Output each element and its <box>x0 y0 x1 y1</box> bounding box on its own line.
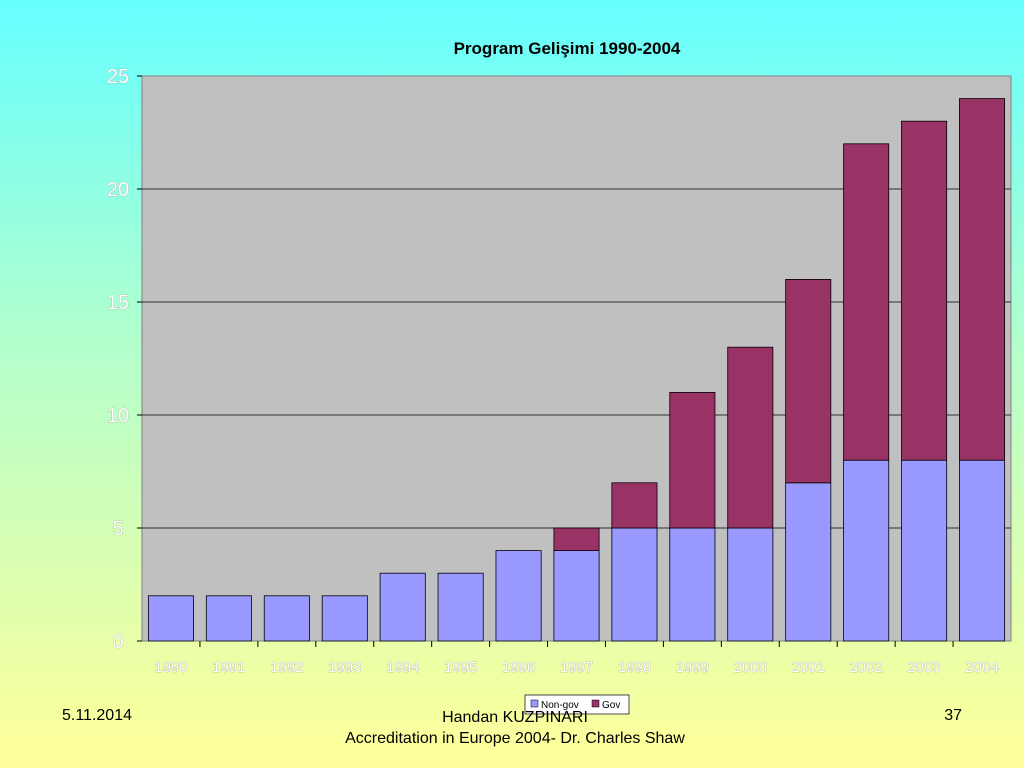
x-tick-label: 2003 <box>907 659 940 676</box>
bar-gov-2001 <box>785 278 832 484</box>
bar-non-gov-2000 <box>727 527 774 642</box>
x-tick-label: 2004 <box>965 659 998 676</box>
bar-gov-1997 <box>553 527 600 552</box>
y-axis: 0 5 10 15 20 25 <box>107 66 142 653</box>
legend: Non-gov Gov <box>524 694 630 715</box>
footer-page-number: 37 <box>944 707 962 724</box>
x-tick-label: 1997 <box>560 659 593 676</box>
bar-gov-1999 <box>669 391 716 529</box>
legend-label-non-gov: Non-gov <box>541 700 579 711</box>
bar-gov-2000 <box>727 346 774 529</box>
bar-non-gov-2004 <box>959 459 1006 642</box>
x-tick-label: 1996 <box>502 659 535 676</box>
bar-gov-1998 <box>611 482 658 529</box>
x-axis: 1990 1991 1992 1993 1994 1995 1996 1997 1998 1999… <box>154 641 999 676</box>
footer-center: Handan KUZPINARI Accreditation in Europe… <box>230 707 800 749</box>
bars <box>147 98 1006 642</box>
bar-non-gov-1996 <box>495 550 542 642</box>
x-tick-label: 1995 <box>444 659 477 676</box>
bar-non-gov-1994 <box>379 572 426 642</box>
x-tick-label: 1998 <box>618 659 651 676</box>
bar-non-gov-1998 <box>611 527 658 642</box>
x-tick-label: 1991 <box>212 659 245 676</box>
bar-gov-2003 <box>901 120 948 461</box>
bar-non-gov-1991 <box>205 595 252 642</box>
y-tick-label: 25 <box>107 66 129 88</box>
footer-author: Handan KUZPINARI <box>442 709 588 726</box>
x-tick-label: 1994 <box>386 659 419 676</box>
bar-non-gov-1997 <box>553 550 600 642</box>
legend-swatch-non-gov <box>530 699 539 708</box>
footer-date: 5.11.2014 <box>62 707 132 724</box>
legend-box <box>524 694 630 715</box>
x-tick-label: 2000 <box>734 659 767 676</box>
x-tick-label: 1999 <box>676 659 709 676</box>
x-tick-label: 2002 <box>849 659 882 676</box>
bar-gov-2002 <box>843 143 890 461</box>
bar-non-gov-2002 <box>843 459 890 642</box>
chart-title: Program Gelişimi 1990-2004 <box>454 39 681 58</box>
y-tick-label: 15 <box>107 292 129 314</box>
bar-non-gov-1995 <box>437 572 484 642</box>
bar-gov-2004 <box>959 98 1006 461</box>
y-tick-label: 0 <box>112 631 123 653</box>
legend-label-gov: Gov <box>602 700 620 711</box>
bar-non-gov-2001 <box>785 482 832 642</box>
bar-non-gov-1999 <box>669 527 716 642</box>
bar-non-gov-1990 <box>147 595 194 642</box>
legend-swatch-gov <box>591 699 600 708</box>
x-tick-label: 1993 <box>328 659 361 676</box>
footer-source: Accreditation in Europe 2004- Dr. Charle… <box>345 730 685 747</box>
y-tick-label: 5 <box>112 518 123 540</box>
x-tick-label: 1992 <box>270 659 303 676</box>
bar-non-gov-1993 <box>321 595 368 642</box>
x-tick-label: 2001 <box>792 659 825 676</box>
x-tick-label: 1990 <box>154 659 187 676</box>
bar-non-gov-2003 <box>901 459 948 642</box>
y-tick-label: 10 <box>107 405 129 427</box>
y-tick-label: 20 <box>107 179 129 201</box>
bar-non-gov-1992 <box>263 595 310 642</box>
